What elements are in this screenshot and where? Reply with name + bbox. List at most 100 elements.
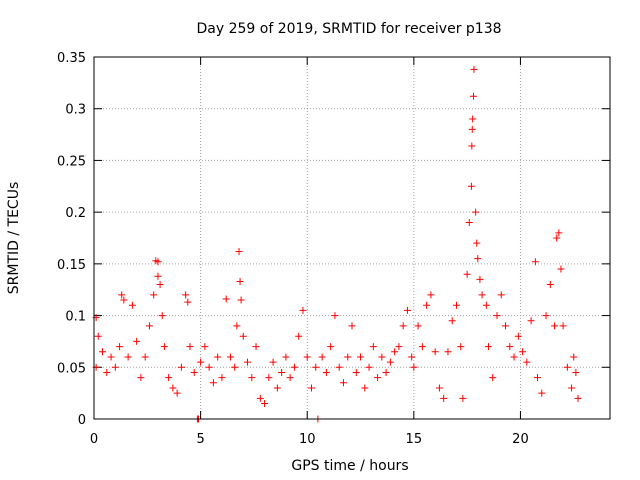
data-point: [226, 353, 234, 361]
data-point: [165, 374, 173, 382]
data-point: [236, 277, 244, 285]
data-point: [177, 363, 185, 371]
data-point: [489, 374, 497, 382]
data-point: [423, 301, 431, 309]
data-point: [156, 281, 164, 289]
data-point: [282, 353, 290, 361]
data-point: [510, 353, 518, 361]
data-point: [546, 281, 554, 289]
data-point: [169, 384, 177, 392]
data-point: [469, 115, 477, 123]
x-tick-label: 20: [512, 432, 529, 447]
data-point: [468, 125, 476, 133]
data-point: [265, 374, 273, 382]
data-point: [173, 389, 181, 397]
data-point: [214, 353, 222, 361]
data-point: [386, 358, 394, 366]
data-point: [327, 343, 335, 351]
data-point: [318, 353, 326, 361]
data-point: [435, 384, 443, 392]
data-point: [348, 322, 356, 330]
data-point: [141, 353, 149, 361]
data-point: [133, 337, 141, 345]
data-point: [286, 374, 294, 382]
data-point: [235, 247, 243, 255]
data-point: [391, 348, 399, 356]
data-point: [335, 363, 343, 371]
y-tick-label: 0.35: [57, 51, 86, 66]
data-point: [269, 358, 277, 366]
data-point: [339, 379, 347, 387]
data-point: [186, 343, 194, 351]
data-point: [201, 343, 209, 351]
data-point: [414, 322, 422, 330]
data-point: [444, 348, 452, 356]
data-point: [244, 358, 252, 366]
data-point: [478, 291, 486, 299]
data-point: [331, 312, 339, 320]
data-point: [468, 142, 476, 150]
data-point: [312, 363, 320, 371]
data-point: [145, 322, 153, 330]
data-point: [209, 379, 217, 387]
data-point: [534, 374, 542, 382]
data-point: [357, 353, 365, 361]
y-tick-label: 0.25: [57, 154, 86, 169]
data-point: [467, 182, 475, 190]
data-point: [137, 374, 145, 382]
data-point: [303, 353, 311, 361]
data-point: [493, 312, 501, 320]
data-point: [527, 317, 535, 325]
data-point: [473, 239, 481, 247]
data-point: [256, 394, 264, 402]
data-point: [465, 218, 473, 226]
data-point: [197, 358, 205, 366]
data-point: [382, 368, 390, 376]
data-point: [118, 291, 126, 299]
data-point: [111, 363, 119, 371]
data-point: [150, 291, 158, 299]
data-point: [506, 343, 514, 351]
data-point: [222, 295, 230, 303]
data-point: [484, 343, 492, 351]
grid-lines: [94, 57, 610, 419]
data-point: [531, 258, 539, 266]
data-point: [154, 258, 162, 266]
data-point: [322, 368, 330, 376]
y-tick-label: 0.05: [57, 361, 86, 376]
data-point: [182, 291, 190, 299]
data-point: [248, 374, 256, 382]
x-axis-label: GPS time / hours: [291, 458, 408, 474]
data-point: [574, 394, 582, 402]
data-point: [452, 301, 460, 309]
data-point: [239, 332, 247, 340]
data-point: [184, 298, 192, 306]
data-point: [538, 389, 546, 397]
data-point: [190, 368, 198, 376]
y-tick-label: 0: [78, 413, 86, 428]
data-point: [431, 348, 439, 356]
data-point: [116, 343, 124, 351]
y-axis-ticks: 0 0.05 0.1 0.15 0.2 0.25 0.3 0.35: [57, 51, 610, 428]
data-point: [448, 317, 456, 325]
data-point: [563, 363, 571, 371]
data-point: [278, 368, 286, 376]
data-point: [299, 306, 307, 314]
y-tick-label: 0.3: [65, 103, 86, 118]
data-point: [218, 374, 226, 382]
data-point: [427, 291, 435, 299]
data-points: [92, 65, 582, 423]
data-point: [553, 234, 561, 242]
data-point: [514, 332, 522, 340]
data-point: [94, 332, 102, 340]
data-point: [124, 353, 132, 361]
data-point: [542, 312, 550, 320]
data-point: [344, 353, 352, 361]
data-point: [205, 363, 213, 371]
plot-frame: [93, 56, 611, 420]
data-point: [395, 343, 403, 351]
data-point: [120, 296, 128, 304]
data-point: [369, 343, 377, 351]
data-point: [572, 368, 580, 376]
data-point: [231, 363, 239, 371]
